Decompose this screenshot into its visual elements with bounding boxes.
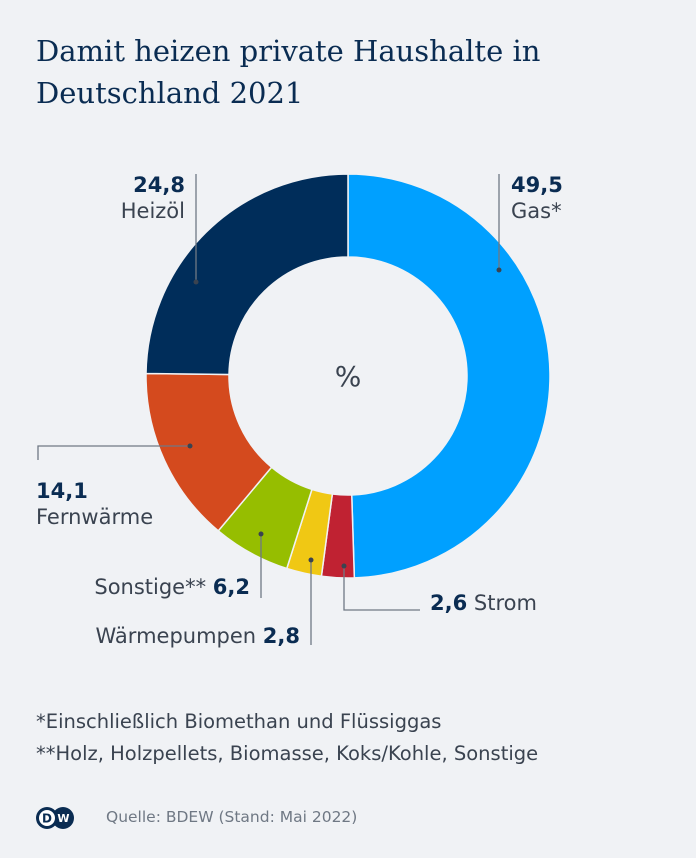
slice-heizöl [145, 173, 349, 376]
label-heizoel: 24,8 Heizöl [121, 172, 185, 224]
name-waermepumpen: Wärmepumpen [95, 624, 257, 648]
name-strom: Strom [473, 591, 537, 615]
label-gas: 49,5 Gas* [511, 172, 563, 224]
svg-text:D: D [42, 812, 52, 826]
value-fernwaerme: 14,1 [36, 479, 88, 503]
label-sonstige: Sonstige** 6,2 [94, 574, 250, 600]
slice-gas [347, 173, 551, 579]
dw-logo: D W [36, 807, 74, 829]
svg-text:W: W [57, 812, 69, 825]
name-heizoel: Heizöl [120, 199, 185, 223]
leader-fernwaerme [37, 445, 190, 460]
source-note: Quelle: BDEW (Stand: Mai 2022) [106, 808, 358, 826]
value-waermepumpen: 2,8 [262, 624, 300, 648]
name-gas: Gas* [511, 199, 562, 223]
label-waermepumpen: Wärmepumpen 2,8 [96, 623, 300, 649]
value-strom: 2,6 [430, 591, 468, 615]
value-sonstige: 6,2 [212, 575, 250, 599]
footnote-2: **Holz, Holzpellets, Biomasse, Koks/Kohl… [36, 742, 539, 765]
footnotes: *Einschließlich Biomethan und Flüssiggas… [36, 706, 538, 770]
leader-strom [343, 566, 420, 611]
name-fernwaerme: Fernwärme [36, 505, 154, 529]
value-heizoel: 24,8 [133, 173, 185, 197]
footnote-1: *Einschließlich Biomethan und Flüssiggas [36, 710, 442, 733]
value-gas: 49,5 [511, 173, 563, 197]
label-strom: 2,6 Strom [430, 590, 537, 616]
name-sonstige: Sonstige** [94, 575, 207, 599]
center-label: % [335, 360, 362, 393]
chart-title: Damit heizen private Haushalte in Deutsc… [36, 34, 541, 110]
label-fernwaerme: 14,1 Fernwärme [36, 478, 153, 530]
